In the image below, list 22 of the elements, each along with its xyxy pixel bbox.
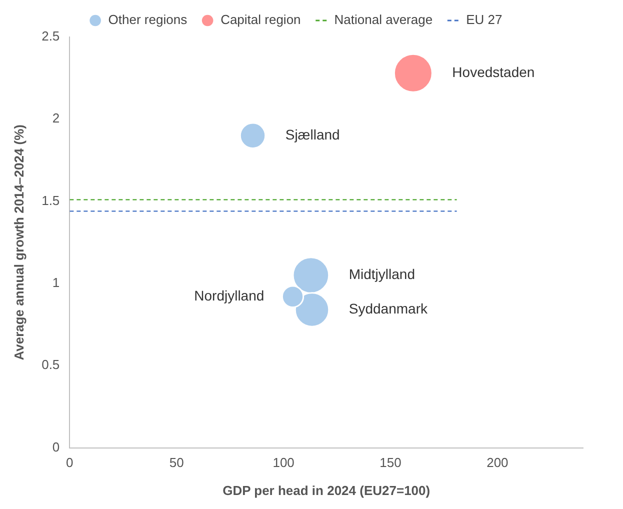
x-tick-label: 50 xyxy=(169,455,184,470)
y-tick-label: 1 xyxy=(52,275,60,290)
annotation: Hovedstaden xyxy=(452,64,535,80)
x-axis-title: GDP per head in 2024 (EU27=100) xyxy=(222,482,430,498)
annotation: Midtjylland xyxy=(348,266,415,282)
y-tick-label: 2.5 xyxy=(42,28,60,44)
legend-label: EU 27 xyxy=(466,12,502,28)
legend-label: Capital region xyxy=(220,12,301,28)
y-tick-label: 0 xyxy=(52,439,60,454)
x-tick-label: 150 xyxy=(380,455,402,470)
y-tick-label: 1.5 xyxy=(42,192,60,208)
y-tick-label: 0.5 xyxy=(42,357,60,372)
annotation: Syddanmark xyxy=(348,300,428,317)
legend-label: Other regions xyxy=(108,12,188,28)
x-tick-label: 100 xyxy=(272,455,294,470)
annotation: Sjælland xyxy=(285,126,340,142)
x-tick-label: 200 xyxy=(486,455,508,470)
legend-label: National average xyxy=(334,12,433,28)
y-axis-title: Average annual growth 2014–2024 (%) xyxy=(11,124,26,360)
annotation: Nordjylland xyxy=(194,287,264,304)
x-tick-label: 0 xyxy=(66,455,74,470)
y-tick-label: 2 xyxy=(52,110,60,126)
